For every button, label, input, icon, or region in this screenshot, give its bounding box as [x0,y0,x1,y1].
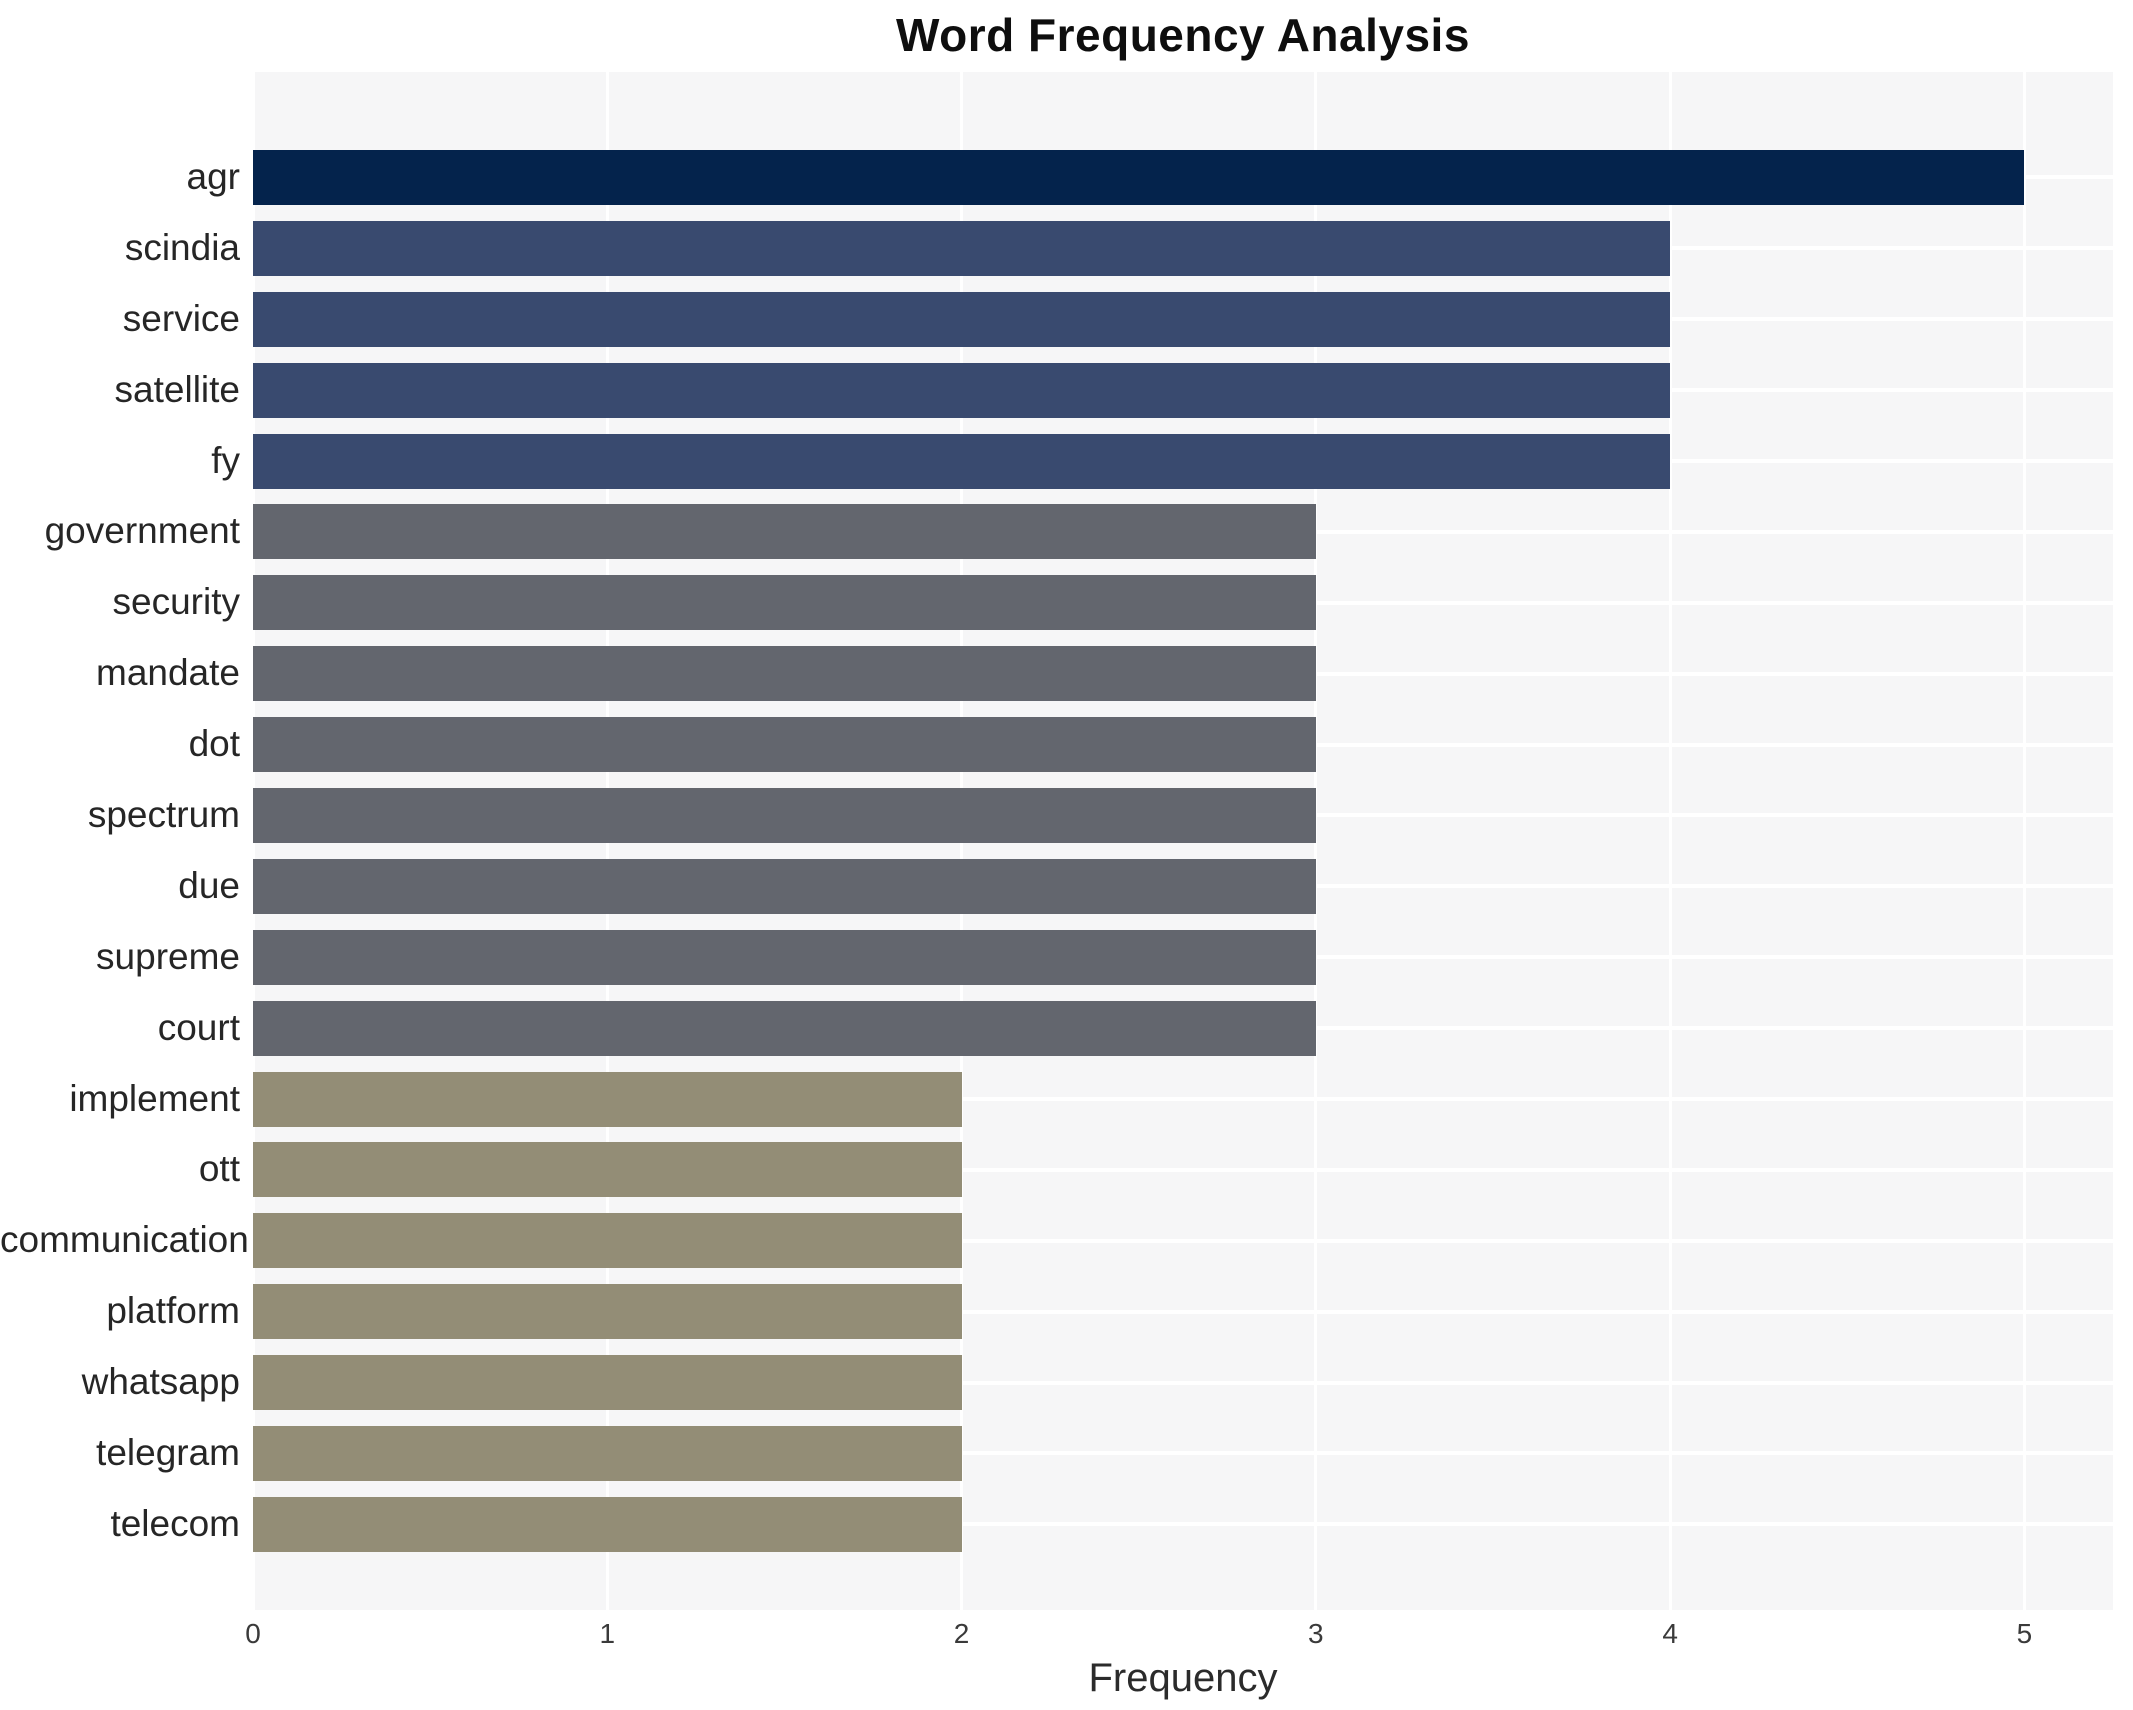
x-tick-label-1: 1 [599,1618,616,1649]
y-axis-label-communication: communication [0,1219,249,1261]
y-axis-label-scindia: scindia [124,226,240,268]
bar-row: mandate [96,638,2113,709]
y-axis-label-mandate: mandate [96,652,240,694]
bar-government [253,504,1316,560]
bar-security [253,575,1316,631]
bar-communication [253,1213,962,1269]
bar-row: ott [199,1134,2113,1205]
bar-telecom [253,1496,962,1552]
bar-agr [253,149,2025,205]
bar-ott [253,1142,962,1198]
horizontal-gridline [253,1522,2113,1527]
bar-telegram [253,1425,962,1481]
y-axis-label-telecom: telecom [110,1502,240,1544]
bar-fy [253,433,1671,489]
y-axis-label-government: government [44,510,240,552]
y-axis-label-agr: agr [186,156,240,197]
y-axis-label-satellite: satellite [114,368,240,410]
horizontal-gridline [253,1451,2113,1456]
bars-container: agr scindia service satellite fy government se… [0,142,2113,1560]
bar-due [253,858,1316,914]
bar-platform [253,1284,962,1340]
bar-row: court [158,993,2113,1064]
y-axis-label-service: service [122,297,240,339]
x-tick-label-0: 0 [245,1618,261,1649]
bar-supreme [253,929,1316,985]
bar-mandate [253,646,1316,702]
gridline-x-3 [1314,72,1318,1610]
bar-row: telecom [110,1489,2113,1560]
bar-row: government [45,496,2113,567]
bar-court [253,1000,1316,1056]
bar-row: telegram [96,1418,2113,1489]
bar-row: service [123,284,2113,355]
plot-area: agr scindia service satellite fy government se… [0,72,2113,1610]
y-axis-label-security: security [112,581,240,623]
gridline-x-4 [1668,72,1672,1610]
x-tick-label-5: 5 [2016,1618,2033,1649]
y-axis-label-ott: ott [198,1148,240,1190]
y-axis-label-implement: implement [69,1077,240,1119]
bar-implement [253,1071,962,1127]
gridline-x-5 [2022,72,2026,1610]
x-tick-label-4: 4 [1662,1618,1678,1649]
horizontal-gridline [253,1380,2113,1385]
bar-satellite [253,362,1671,418]
chart-title: Word Frequency Analysis [896,9,1470,61]
horizontal-gridline [253,1097,2113,1102]
x-axis-label: Frequency [1088,1656,1278,1700]
bar-row: whatsapp [82,1347,2113,1418]
bar-row: fy [211,426,2113,497]
y-axis-label-dot: dot [188,723,240,765]
y-axis-label-spectrum: spectrum [87,794,240,836]
bar-scindia [253,220,1671,276]
bar-row: due [178,851,2113,922]
y-axis-label-platform: platform [106,1290,240,1332]
y-axis-label-whatsapp: whatsapp [81,1361,240,1403]
bar-row: communication [0,1205,2113,1276]
bar-row: scindia [125,213,2113,284]
bar-row: agr [187,142,2113,213]
bar-row: implement [69,1064,2113,1135]
y-axis-label-court: court [157,1006,240,1048]
horizontal-gridline [253,1238,2113,1243]
bar-row: supreme [96,922,2113,993]
y-axis-label-due: due [178,864,240,906]
y-axis-label-supreme: supreme [96,935,240,977]
bar-row: security [113,567,2113,638]
bar-row: platform [106,1276,2113,1347]
horizontal-gridline [253,1309,2113,1314]
x-tick-label-3: 3 [1308,1618,1324,1649]
bar-row: satellite [115,355,2113,426]
y-axis-label-telegram: telegram [96,1432,240,1474]
bar-dot [253,717,1316,773]
x-tick-label-2: 2 [953,1618,970,1649]
horizontal-gridline [253,1167,2113,1172]
bar-spectrum [253,787,1316,843]
y-axis-label-fy: fy [211,439,240,481]
bar-row: dot [189,709,2113,780]
bar-whatsapp [253,1355,962,1411]
bar-row: spectrum [88,780,2113,851]
bar-service [253,291,1671,347]
